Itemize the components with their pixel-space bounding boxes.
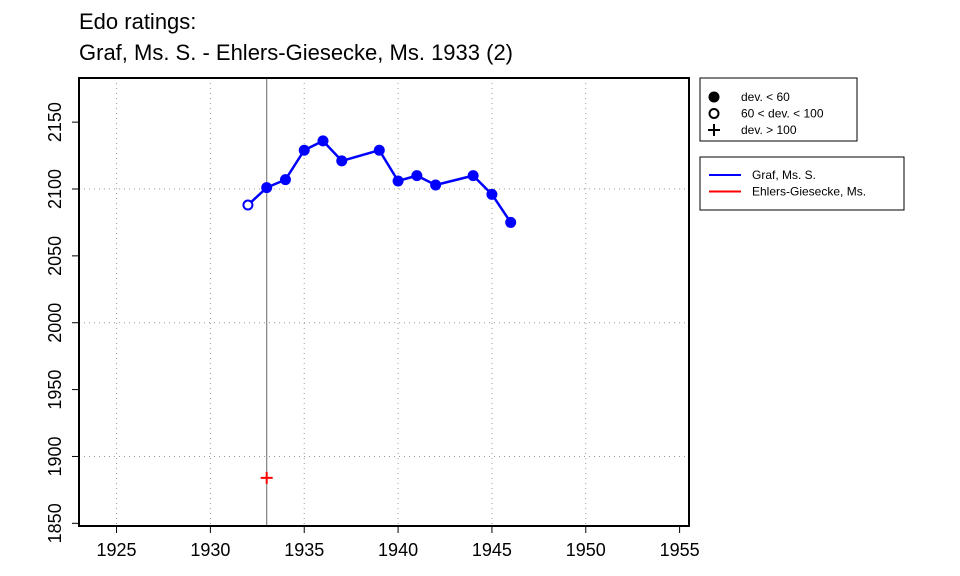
y-tick-label: 2150 bbox=[45, 102, 65, 142]
legend-box bbox=[699, 156, 905, 211]
data-point bbox=[261, 182, 273, 194]
x-tick-label: 1955 bbox=[660, 540, 700, 560]
data-point bbox=[317, 135, 329, 147]
x-tick-label: 1930 bbox=[190, 540, 230, 560]
legend-marker bbox=[708, 108, 720, 119]
x-tick-label: 1950 bbox=[566, 540, 606, 560]
y-tick-label: 1850 bbox=[45, 503, 65, 543]
legend-label: dev. < 60 bbox=[741, 90, 790, 104]
y-tick-label: 2000 bbox=[45, 303, 65, 343]
grid-lines bbox=[79, 78, 689, 526]
x-tick-label: 1945 bbox=[472, 540, 512, 560]
axes: 1925 1930 1935 1940 1945 1950 1955 1850 1900 1950… bbox=[45, 102, 700, 560]
x-tick-label: 1925 bbox=[97, 540, 137, 560]
legend-series: Graf, Ms. S. Ehlers-Giesecke, Ms. bbox=[699, 156, 905, 211]
plot-frame bbox=[78, 77, 690, 527]
legend-marker bbox=[708, 124, 720, 136]
legend-box bbox=[699, 77, 858, 142]
data-point bbox=[373, 144, 385, 156]
legend-label: 60 < dev. < 100 bbox=[741, 107, 824, 121]
data-point bbox=[260, 471, 273, 484]
series-layer bbox=[242, 135, 517, 484]
data-point bbox=[430, 179, 442, 191]
x-tick-label: 1935 bbox=[284, 540, 324, 560]
data-point bbox=[242, 199, 254, 211]
y-tick-label: 1950 bbox=[45, 370, 65, 410]
data-point bbox=[505, 216, 517, 228]
chart-title: Edo ratings: bbox=[79, 9, 197, 34]
data-point bbox=[336, 155, 348, 167]
series-1 bbox=[260, 471, 273, 484]
legend-label: dev. > 100 bbox=[741, 123, 797, 137]
legend-marker bbox=[708, 91, 720, 103]
legend-label: Ehlers-Giesecke, Ms. bbox=[752, 185, 866, 199]
y-tick-label: 2100 bbox=[45, 169, 65, 209]
y-tick-label: 2050 bbox=[45, 236, 65, 276]
data-point bbox=[486, 188, 498, 200]
y-tick-label: 1900 bbox=[45, 436, 65, 476]
data-point bbox=[392, 175, 404, 187]
legend-markers: dev. < 60 60 < dev. < 100 dev. > 100 bbox=[699, 77, 858, 142]
chart-subtitle: Graf, Ms. S. - Ehlers-Giesecke, Ms. 1933… bbox=[79, 40, 514, 65]
legend-label: Graf, Ms. S. bbox=[752, 168, 816, 182]
data-point bbox=[279, 174, 291, 186]
series-0 bbox=[242, 135, 517, 228]
data-point bbox=[467, 170, 479, 182]
data-point bbox=[411, 170, 423, 182]
x-tick-label: 1940 bbox=[378, 540, 418, 560]
data-point bbox=[298, 144, 310, 156]
